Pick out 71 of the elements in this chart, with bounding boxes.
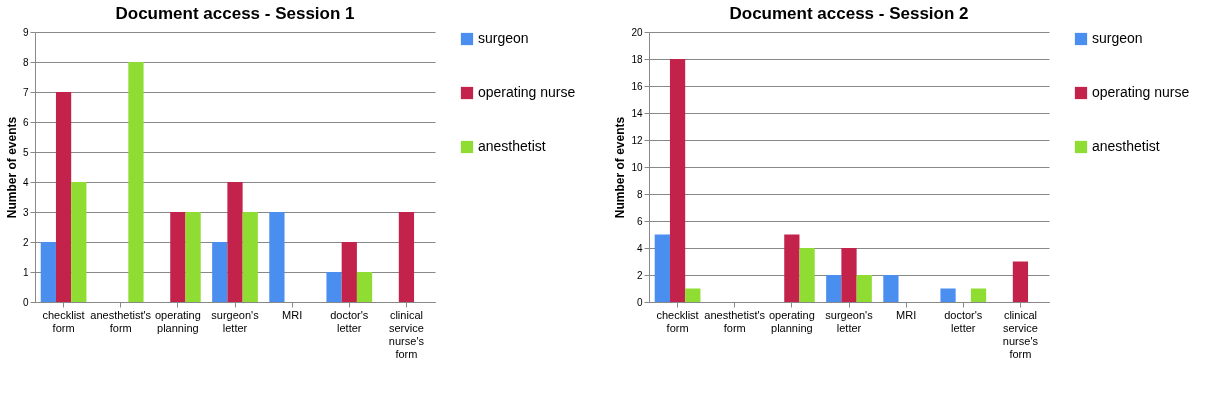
bar bbox=[71, 182, 87, 302]
bar bbox=[669, 59, 686, 302]
bar bbox=[326, 272, 342, 302]
x-tick-label: operating planning bbox=[768, 308, 815, 334]
bar bbox=[170, 212, 186, 302]
y-tick-label: 7 bbox=[22, 86, 29, 98]
x-tick-label: doctor's letter bbox=[330, 308, 369, 334]
bar bbox=[883, 275, 899, 302]
chart-title: Document access - Session 2 bbox=[729, 4, 969, 23]
y-tick-label: 18 bbox=[631, 53, 643, 65]
bar bbox=[826, 275, 842, 302]
bar bbox=[398, 212, 415, 302]
y-tick-label: 20 bbox=[631, 26, 643, 38]
legend-label: anesthetist bbox=[1092, 138, 1160, 154]
bar bbox=[784, 234, 800, 302]
chart-title: Document access - Session 1 bbox=[115, 4, 355, 23]
y-tick-label: 5 bbox=[22, 146, 29, 158]
x-tick-label: MRI bbox=[282, 308, 303, 321]
x-tick-label: clinical service nurse's form bbox=[388, 308, 425, 360]
x-tick-label: doctor's letter bbox=[944, 308, 983, 334]
bar bbox=[685, 288, 701, 302]
bar bbox=[242, 212, 258, 302]
y-tick-label: 8 bbox=[22, 56, 29, 68]
y-tick-label: 8 bbox=[636, 188, 643, 200]
x-tick-label: anesthetist's form bbox=[704, 308, 766, 334]
x-tick-label: MRI bbox=[896, 308, 917, 321]
y-tick-label: 16 bbox=[631, 80, 643, 92]
bar bbox=[856, 275, 872, 302]
y-tick-label: 0 bbox=[636, 296, 643, 308]
bar bbox=[128, 62, 144, 302]
bar bbox=[212, 242, 228, 302]
y-tick-label: 12 bbox=[631, 134, 643, 146]
x-tick-label: surgeon's letter bbox=[211, 308, 260, 334]
y-tick-label: 4 bbox=[22, 176, 29, 188]
y-tick-label: 10 bbox=[631, 161, 643, 173]
y-axis-title: Number of events bbox=[4, 116, 19, 219]
legend-label: operating nurse bbox=[1092, 84, 1190, 100]
bar bbox=[1012, 261, 1029, 302]
y-tick-label: 4 bbox=[636, 242, 643, 254]
y-tick-label: 0 bbox=[22, 296, 29, 308]
bar bbox=[356, 272, 373, 302]
x-tick-label: anesthetist's form bbox=[90, 308, 152, 334]
x-tick-label: clinical service nurse's form bbox=[1002, 308, 1039, 360]
y-tick-label: 6 bbox=[22, 116, 29, 128]
bar bbox=[40, 242, 56, 302]
bar bbox=[841, 248, 857, 302]
legend-label: operating nurse bbox=[478, 84, 576, 100]
y-tick-label: 14 bbox=[631, 107, 643, 119]
bar bbox=[654, 234, 670, 302]
y-tick-label: 9 bbox=[22, 26, 29, 38]
y-tick-label: 2 bbox=[636, 269, 643, 281]
legend-label: surgeon bbox=[1092, 30, 1143, 46]
bar bbox=[970, 288, 987, 302]
bar bbox=[55, 92, 72, 302]
bar bbox=[940, 288, 956, 302]
x-tick-label: checklist form bbox=[656, 308, 699, 334]
bar bbox=[799, 248, 815, 302]
legend-label: anesthetist bbox=[478, 138, 546, 154]
y-tick-label: 3 bbox=[22, 206, 29, 218]
x-tick-label: surgeon's letter bbox=[825, 308, 874, 334]
x-tick-label: operating planning bbox=[154, 308, 201, 334]
y-tick-label: 1 bbox=[22, 266, 29, 278]
legend-label: surgeon bbox=[478, 30, 529, 46]
bar bbox=[227, 182, 243, 302]
bar bbox=[269, 212, 285, 302]
bar bbox=[341, 242, 357, 302]
bar bbox=[185, 212, 201, 302]
y-tick-label: 2 bbox=[22, 236, 29, 248]
y-tick-label: 6 bbox=[636, 215, 643, 227]
x-tick-label: checklist form bbox=[42, 308, 85, 334]
y-axis-title: Number of events bbox=[613, 116, 628, 219]
